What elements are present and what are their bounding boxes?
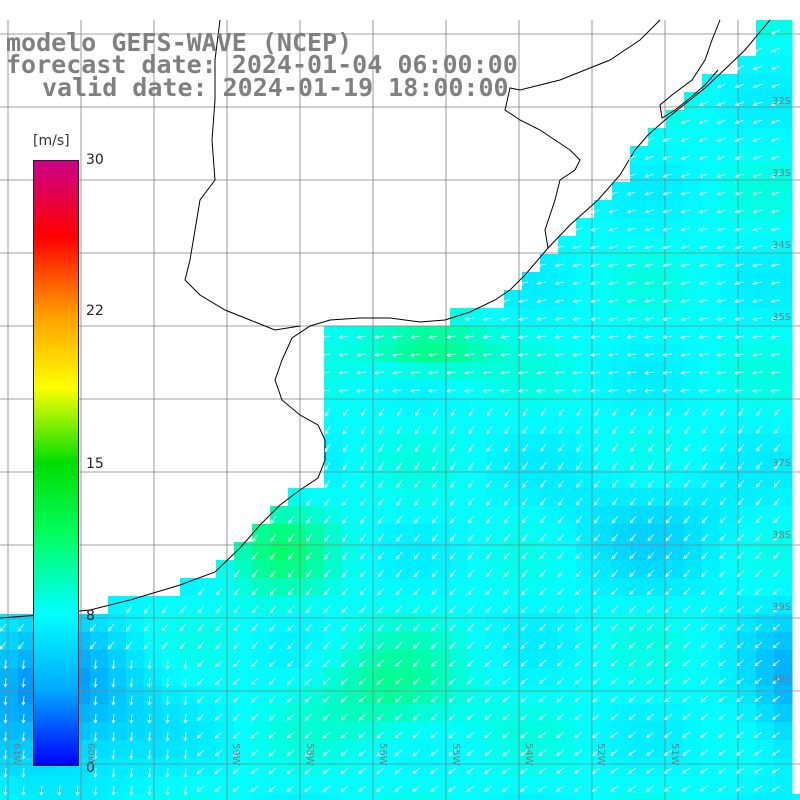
lat-label: 33S [772,168,792,179]
lon-label: 55W [450,743,461,766]
colorbar-tick: 30 [86,152,104,168]
lat-lon-grid [0,20,800,800]
coastline [0,19,771,619]
lat-label: 34S [772,240,792,251]
lat-label: 40S [772,674,792,685]
colorbar-unit: [m/s] [33,133,70,149]
lon-label: 56W [377,743,388,766]
colorbar-tick: 15 [86,456,104,472]
colorbar-tick: 8 [86,608,95,624]
ocean-wind-speed-field [0,20,800,800]
valid-date: valid date: 2024-01-19 18:00:00 [42,73,509,102]
colorbar [33,160,79,766]
country-border [504,19,661,249]
lat-label: 39S [772,602,792,613]
lon-label: 52W [595,743,606,766]
lon-label: 59W [230,743,241,766]
lagoon-outline [659,19,721,119]
lon-label: 54W [523,743,534,766]
lon-label: 58W [304,743,315,766]
river-border [184,19,301,331]
wind-arrows [0,29,781,796]
lat-label: 35S [772,312,792,323]
lon-label: 61W [11,743,22,766]
forecast-date: forecast date: 2024-01-04 06:00:00 [6,50,518,79]
colorbar-tick: 22 [86,303,104,319]
colorbar-tick: 0 [86,760,95,776]
model-title: modelo GEFS-WAVE (NCEP) [6,28,353,57]
lat-label: 38S [772,530,792,541]
lon-label: 60W [85,743,96,766]
lat-label: 32S [772,96,792,107]
lon-label: 51W [669,743,680,766]
lat-label: 37S [772,458,792,469]
